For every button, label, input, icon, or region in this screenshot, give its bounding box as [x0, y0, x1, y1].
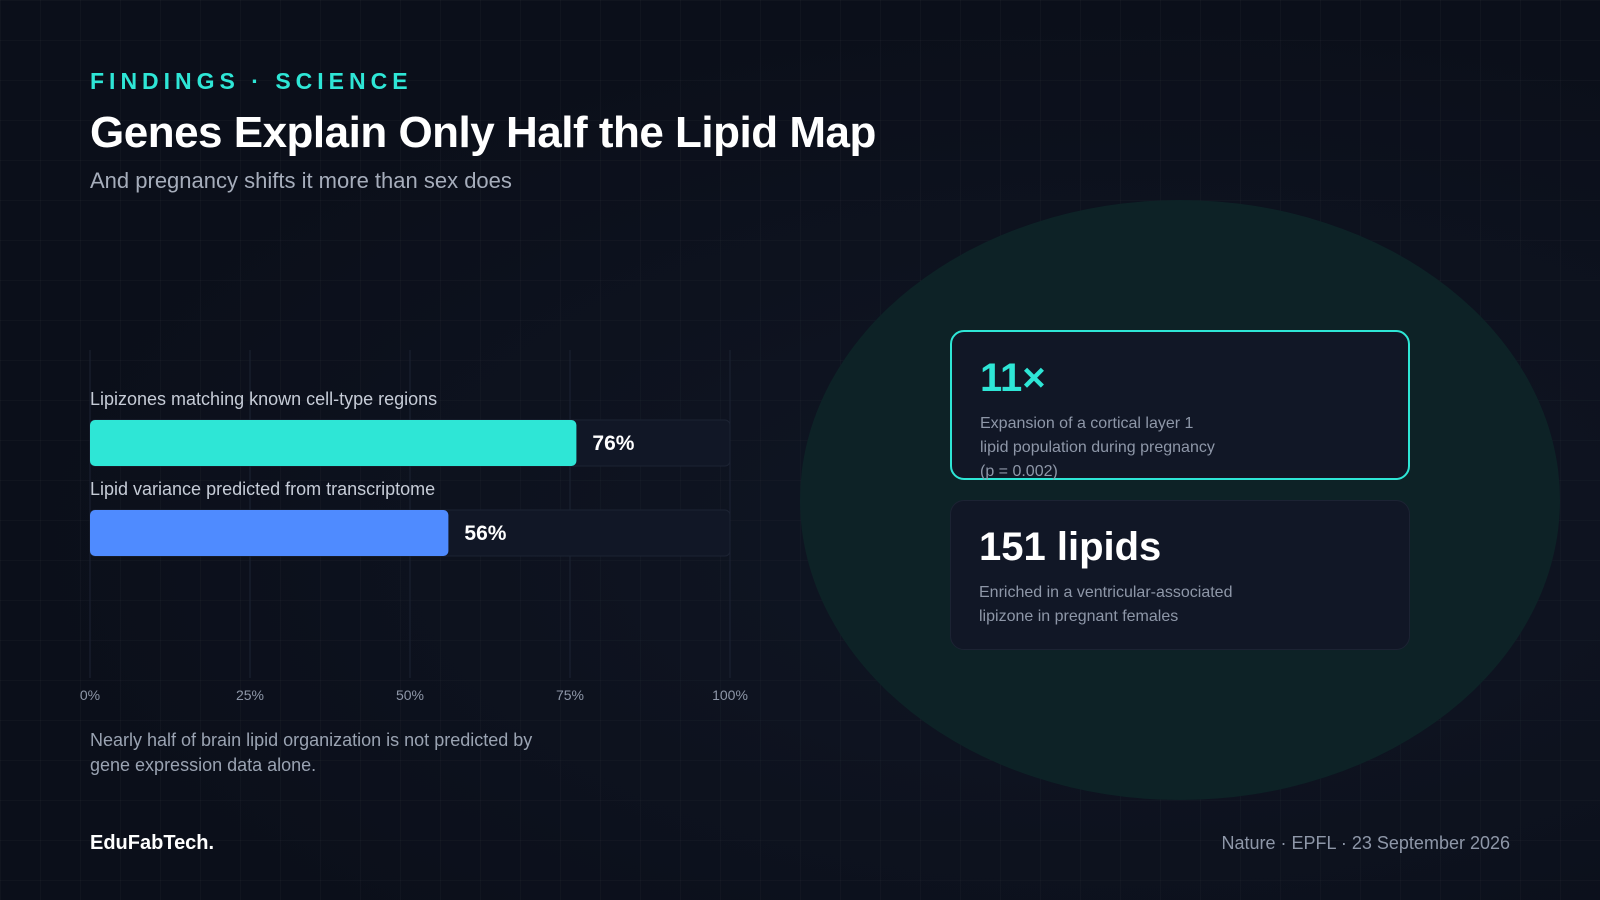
x-tick-label: 75%	[556, 687, 584, 703]
eyebrow-label: FINDINGS · SCIENCE	[90, 68, 413, 94]
bar-category-label: Lipid variance predicted from transcript…	[90, 479, 435, 499]
x-tick-label: 100%	[712, 687, 748, 703]
stat-value: 151 lipids	[979, 525, 1162, 569]
bar-category-label: Lipizones matching known cell-type regio…	[90, 389, 437, 409]
bar	[90, 420, 577, 466]
bar-value-label: 76%	[592, 432, 634, 455]
bar-value-label: 56%	[464, 522, 506, 545]
x-tick-label: 50%	[396, 687, 424, 703]
x-tick-label: 25%	[236, 687, 264, 703]
x-tick-label: 0%	[80, 687, 100, 703]
stat-card-lipids: 151 lipids Enriched in a ventricular-ass…	[950, 500, 1410, 650]
chart-footnote: Nearly half of brain lipid organization …	[90, 730, 533, 775]
page-title: Genes Explain Only Half the Lipid Map	[90, 108, 876, 157]
source-credit: Nature · EPFL · 23 September 2026	[1221, 833, 1510, 853]
bar	[90, 510, 449, 556]
stat-value: 11×	[980, 356, 1046, 400]
brand-logo: EduFabTech.	[90, 832, 215, 854]
stat-description: Enriched in a ventricular-associated lip…	[979, 584, 1233, 625]
page-subtitle: And pregnancy shifts it more than sex do…	[90, 168, 512, 193]
stat-card-expansion: 11× Expansion of a cortical layer 1 lipi…	[950, 330, 1410, 480]
stat-description: Expansion of a cortical layer 1 lipid po…	[980, 415, 1215, 480]
